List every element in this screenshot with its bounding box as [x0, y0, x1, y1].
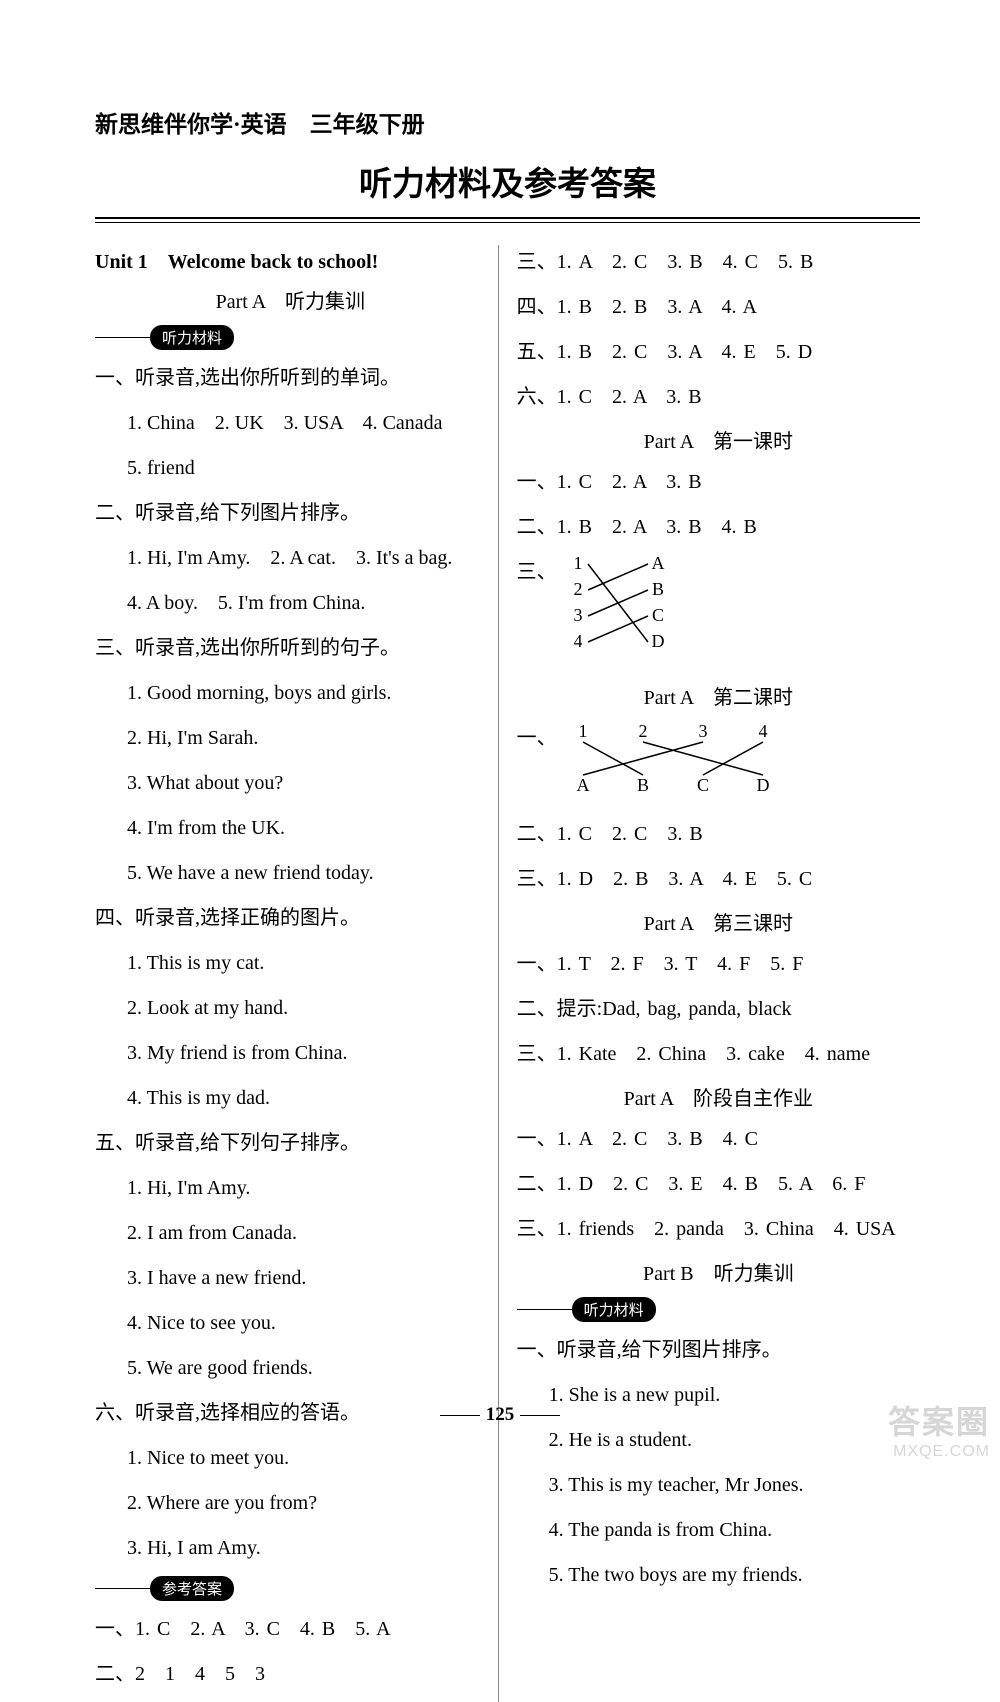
answer-line: 二、1. C 2. C 3. B	[517, 817, 920, 851]
svg-text:4: 4	[758, 721, 767, 741]
answer-line: 一、1. T 2. F 3. T 4. F 5. F	[517, 947, 920, 981]
answer-line: 二、1. B 2. A 3. B 4. B	[517, 510, 920, 544]
matching-diagram-2: 1 2 3 4 A B C D	[563, 721, 793, 801]
answer-line: 一、1. A 2. C 3. B 4. C	[517, 1122, 920, 1156]
section-1-label: 一、	[517, 721, 557, 755]
svg-text:3: 3	[698, 721, 707, 741]
answer-line: 三、1. A 2. C 3. B 4. C 5. B	[517, 245, 920, 279]
part-a-title: Part A 听力集训	[95, 285, 486, 314]
text-line: 4. A boy. 5. I'm from China.	[95, 586, 486, 620]
answer-line: 二、2 1 4 5 3	[95, 1657, 486, 1691]
text-line: 5. The two boys are my friends.	[517, 1558, 920, 1592]
part-b-title: Part B 听力集训	[517, 1257, 920, 1286]
svg-text:D: D	[651, 631, 664, 651]
pill-listening: 听力材料	[95, 325, 486, 350]
svg-text:4: 4	[573, 631, 582, 651]
section-b1-heading: 一、听录音,给下列图片排序。	[517, 1333, 920, 1367]
content-columns: Unit 1 Welcome back to school! Part A 听力…	[95, 245, 920, 1702]
right-column: 三、1. A 2. C 3. B 4. C 5. B 四、1. B 2. B 3…	[517, 245, 920, 1702]
text-line: 2. He is a student.	[517, 1423, 920, 1457]
book-header: 新思维伴你学·英语 三年级下册	[95, 105, 920, 139]
section-3-label: 三、	[517, 555, 557, 589]
svg-text:C: C	[697, 775, 709, 795]
title-rule	[95, 217, 920, 223]
svg-text:2: 2	[573, 579, 582, 599]
text-line: 1. This is my cat.	[95, 946, 486, 980]
text-line: 5. We have a new friend today.	[95, 856, 486, 890]
text-line: 4. Nice to see you.	[95, 1306, 486, 1340]
text-line: 2. Hi, I'm Sarah.	[95, 721, 486, 755]
svg-text:2: 2	[638, 721, 647, 741]
text-line: 5. We are good friends.	[95, 1351, 486, 1385]
unit-title: Unit 1 Welcome back to school!	[95, 245, 486, 274]
answer-line: 三、1. D 2. B 3. A 4. E 5. C	[517, 862, 920, 896]
svg-text:A: A	[651, 555, 664, 573]
answer-line: 五、1. B 2. C 3. A 4. E 5. D	[517, 335, 920, 369]
answer-line: 一、1. C 2. A 3. B	[517, 465, 920, 499]
text-line: 2. Look at my hand.	[95, 991, 486, 1025]
text-line: 2. I am from Canada.	[95, 1216, 486, 1250]
watermark: 答案圈 MXQE.COM	[888, 1397, 990, 1461]
pill-listening: 听力材料	[517, 1297, 920, 1322]
text-line: 3. Hi, I am Amy.	[95, 1531, 486, 1565]
section-1-heading: 一、听录音,选出你所听到的单词。	[95, 361, 486, 395]
text-line: 3. My friend is from China.	[95, 1036, 486, 1070]
section-5-heading: 五、听录音,给下列句子排序。	[95, 1126, 486, 1160]
part-a-lesson2-title: Part A 第二课时	[517, 681, 920, 710]
text-line: 4. The panda is from China.	[517, 1513, 920, 1547]
section-2-heading: 二、听录音,给下列图片排序。	[95, 496, 486, 530]
text-line: 5. friend	[95, 451, 486, 485]
answer-line: 二、提示:Dad, bag, panda, black	[517, 992, 920, 1026]
page-title: 听力材料及参考答案	[95, 157, 920, 205]
svg-text:1: 1	[573, 555, 582, 573]
answer-line: 六、1. C 2. A 3. B	[517, 380, 920, 414]
answer-line: 四、1. B 2. B 3. A 4. A	[517, 290, 920, 324]
part-a-homework-title: Part A 阶段自主作业	[517, 1082, 920, 1111]
text-line: 3. I have a new friend.	[95, 1261, 486, 1295]
text-line: 3. What about you?	[95, 766, 486, 800]
answer-line: 三、1. friends 2. panda 3. China 4. USA	[517, 1212, 920, 1246]
text-line: 1. Hi, I'm Amy.	[95, 1171, 486, 1205]
part-a-lesson3-title: Part A 第三课时	[517, 907, 920, 936]
text-line: 3. This is my teacher, Mr Jones.	[517, 1468, 920, 1502]
svg-text:A: A	[576, 775, 589, 795]
text-line: 1. China 2. UK 3. USA 4. Canada	[95, 406, 486, 440]
section-4-heading: 四、听录音,选择正确的图片。	[95, 901, 486, 935]
text-line: 4. I'm from the UK.	[95, 811, 486, 845]
pill-answers: 参考答案	[95, 1576, 486, 1601]
svg-text:C: C	[652, 605, 664, 625]
text-line: 2. Where are you from?	[95, 1486, 486, 1520]
part-a-lesson1-title: Part A 第一课时	[517, 425, 920, 454]
text-line: 1. Nice to meet you.	[95, 1441, 486, 1475]
svg-text:D: D	[756, 775, 769, 795]
left-column: Unit 1 Welcome back to school! Part A 听力…	[95, 245, 499, 1702]
svg-text:B: B	[652, 579, 664, 599]
svg-text:3: 3	[573, 605, 582, 625]
section-3-heading: 三、听录音,选出你所听到的句子。	[95, 631, 486, 665]
page-number: 125	[0, 1404, 1000, 1426]
answer-line: 二、1. D 2. C 3. E 4. B 5. A 6. F	[517, 1167, 920, 1201]
text-line: 1. Good morning, boys and girls.	[95, 676, 486, 710]
text-line: 1. Hi, I'm Amy. 2. A cat. 3. It's a bag.	[95, 541, 486, 575]
answer-line: 三、1. Kate 2. China 3. cake 4. name	[517, 1037, 920, 1071]
text-line: 4. This is my dad.	[95, 1081, 486, 1115]
matching-diagram-1: 1 2 3 4 ABCD	[563, 555, 693, 665]
svg-text:B: B	[637, 775, 649, 795]
answer-line: 一、1. C 2. A 3. C 4. B 5. A	[95, 1612, 486, 1646]
svg-text:1: 1	[578, 721, 587, 741]
